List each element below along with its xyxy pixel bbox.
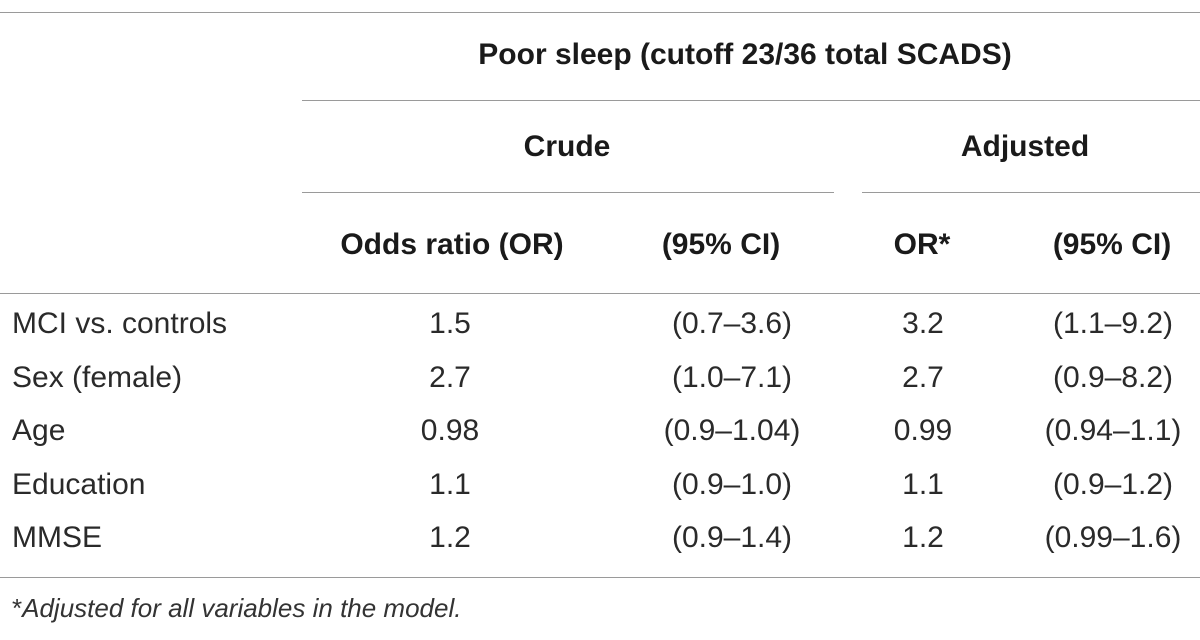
adjusted-underline xyxy=(862,192,1200,193)
group-header-adjusted: Adjusted xyxy=(960,130,1090,163)
table-footnote: *Adjusted for all variables in the model… xyxy=(12,595,461,621)
adj-ci-value: (0.9–8.2) xyxy=(1052,361,1174,394)
group-header-crude: Crude xyxy=(523,130,611,163)
crude-underline xyxy=(302,192,834,193)
crude-ci-value: (0.7–3.6) xyxy=(671,307,793,340)
row-label: Age xyxy=(12,414,66,447)
crude-or-value: 1.5 xyxy=(429,307,471,340)
table-title: Poor sleep (cutoff 23/36 total SCADS) xyxy=(478,38,1012,71)
col-header-crude-ci: (95% CI) xyxy=(661,228,781,261)
adj-or-value: 1.2 xyxy=(902,521,944,554)
adj-ci-value: (0.9–1.2) xyxy=(1052,468,1174,501)
crude-ci-value: (0.9–1.0) xyxy=(671,468,793,501)
col-header-crude-or: Odds ratio (OR) xyxy=(340,228,564,261)
footnote-marker: * xyxy=(12,593,23,623)
crude-ci-value: (0.9–1.4) xyxy=(671,521,793,554)
crude-or-value: 0.98 xyxy=(420,414,480,447)
header-bottom-rule xyxy=(0,293,1200,294)
adj-or-value: 0.99 xyxy=(893,414,953,447)
adj-or-value: 3.2 xyxy=(902,307,944,340)
row-label: Education xyxy=(12,468,146,501)
row-label: MMSE xyxy=(12,521,102,554)
crude-or-value: 2.7 xyxy=(429,361,471,394)
adj-ci-value: (1.1–9.2) xyxy=(1052,307,1174,340)
top-rule xyxy=(0,12,1200,13)
footnote-text: Adjusted for all variables in the model. xyxy=(22,593,462,623)
table-bottom-rule xyxy=(0,577,1200,578)
crude-or-value: 1.1 xyxy=(429,468,471,501)
row-label: MCI vs. controls xyxy=(12,307,228,340)
adj-or-value: 1.1 xyxy=(902,468,944,501)
col-header-adj-or: OR* xyxy=(893,228,951,261)
adj-or-value: 2.7 xyxy=(902,361,944,394)
crude-ci-value: (0.9–1.04) xyxy=(663,414,801,447)
title-underline xyxy=(302,100,1200,101)
crude-or-value: 1.2 xyxy=(429,521,471,554)
crude-ci-value: (1.0–7.1) xyxy=(671,361,793,394)
adj-ci-value: (0.99–1.6) xyxy=(1044,521,1182,554)
adj-ci-value: (0.94–1.1) xyxy=(1044,414,1182,447)
col-header-adj-ci: (95% CI) xyxy=(1052,228,1172,261)
row-label: Sex (female) xyxy=(12,361,183,394)
